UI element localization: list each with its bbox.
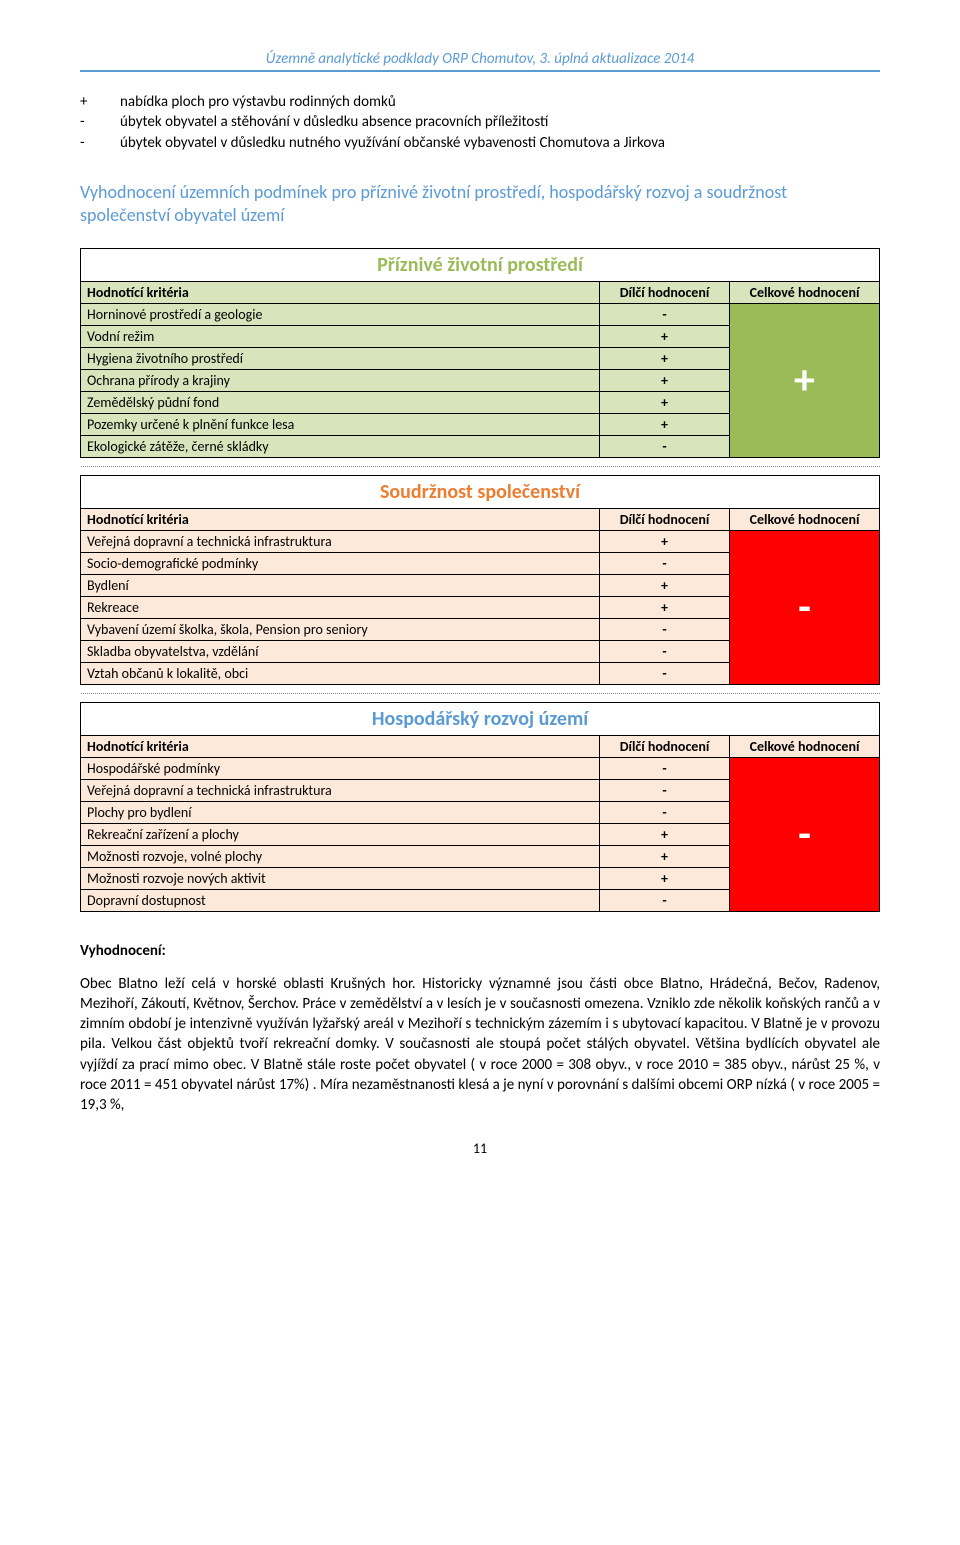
criteria-label: Horninové prostředí a geologie: [81, 303, 600, 325]
bullet-item: +nabídka ploch pro výstavbu rodinných do…: [80, 92, 880, 112]
partial-value: -: [600, 552, 730, 574]
col-overall: Celkové hodnocení: [730, 735, 880, 757]
overall-value: -: [730, 757, 880, 911]
bullet-item: -úbytek obyvatel v důsledku nutného využ…: [80, 133, 880, 153]
partial-value: +: [600, 845, 730, 867]
criteria-label: Ochrana přírody a krajiny: [81, 369, 600, 391]
partial-value: +: [600, 369, 730, 391]
criteria-label: Vybavení území školka, škola, Pension pr…: [81, 618, 600, 640]
criteria-label: Bydlení: [81, 574, 600, 596]
partial-value: -: [600, 757, 730, 779]
col-criteria: Hodnotící kritéria: [81, 281, 600, 303]
page-header: Územně analytické podklady ORP Chomutov,…: [80, 50, 880, 68]
criteria-label: Skladba obyvatelstva, vzdělání: [81, 640, 600, 662]
header-rule: [80, 70, 880, 72]
table-row: Horninové prostředí a geologie-+: [81, 303, 880, 325]
bullet-text: úbytek obyvatel v důsledku nutného využí…: [120, 133, 880, 153]
criteria-label: Veřejná dopravní a technická infrastrukt…: [81, 779, 600, 801]
partial-value: -: [600, 662, 730, 684]
bullet-sign: +: [80, 92, 120, 112]
section-title: Hospodářský rozvoj území: [81, 702, 880, 735]
criteria-label: Rekreace: [81, 596, 600, 618]
partial-value: -: [600, 435, 730, 457]
criteria-label: Ekologické zátěže, černé skládky: [81, 435, 600, 457]
page-number: 11: [80, 1140, 880, 1157]
criteria-label: Hospodářské podmínky: [81, 757, 600, 779]
evaluation-body: Obec Blatno leží celá v horské oblasti K…: [80, 974, 880, 1116]
criteria-label: Možnosti rozvoje nových aktivit: [81, 867, 600, 889]
partial-value: +: [600, 530, 730, 552]
criteria-label: Pozemky určené k plnění funkce lesa: [81, 413, 600, 435]
col-partial: Dílčí hodnocení: [600, 735, 730, 757]
criteria-label: Hygiena životního prostředí: [81, 347, 600, 369]
partial-value: +: [600, 574, 730, 596]
criteria-label: Socio-demografické podmínky: [81, 552, 600, 574]
partial-value: -: [600, 801, 730, 823]
section-title: Soudržnost společenství: [81, 475, 880, 508]
subheading: Vyhodnocení územních podmínek pro přízni…: [80, 181, 880, 228]
partial-value: +: [600, 596, 730, 618]
col-criteria: Hodnotící kritéria: [81, 735, 600, 757]
table-row: Veřejná dopravní a technická infrastrukt…: [81, 530, 880, 552]
bullet-sign: -: [80, 112, 120, 132]
criteria-label: Vodní režim: [81, 325, 600, 347]
criteria-label: Možnosti rozvoje, volné plochy: [81, 845, 600, 867]
criteria-label: Zemědělský půdní fond: [81, 391, 600, 413]
section-title: Příznivé životní prostředí: [81, 248, 880, 281]
criteria-label: Rekreační zařízení a plochy: [81, 823, 600, 845]
assessment-table: Příznivé životní prostředíHodnotící krit…: [80, 248, 880, 912]
col-partial: Dílčí hodnocení: [600, 508, 730, 530]
partial-value: +: [600, 325, 730, 347]
col-partial: Dílčí hodnocení: [600, 281, 730, 303]
overall-value: +: [730, 303, 880, 457]
col-overall: Celkové hodnocení: [730, 281, 880, 303]
bullet-text: úbytek obyvatel a stěhování v důsledku a…: [120, 112, 880, 132]
overall-value: -: [730, 530, 880, 684]
evaluation-heading: Vyhodnocení:: [80, 942, 880, 960]
bullet-list: +nabídka ploch pro výstavbu rodinných do…: [80, 92, 880, 153]
table-row: Hospodářské podmínky--: [81, 757, 880, 779]
partial-value: -: [600, 303, 730, 325]
col-overall: Celkové hodnocení: [730, 508, 880, 530]
bullet-text: nabídka ploch pro výstavbu rodinných dom…: [120, 92, 880, 112]
partial-value: +: [600, 413, 730, 435]
partial-value: -: [600, 889, 730, 911]
partial-value: -: [600, 640, 730, 662]
partial-value: -: [600, 779, 730, 801]
bullet-sign: -: [80, 133, 120, 153]
criteria-label: Veřejná dopravní a technická infrastrukt…: [81, 530, 600, 552]
criteria-label: Vztah občanů k lokalitě, obci: [81, 662, 600, 684]
partial-value: +: [600, 823, 730, 845]
partial-value: -: [600, 618, 730, 640]
partial-value: +: [600, 391, 730, 413]
bullet-item: -úbytek obyvatel a stěhování v důsledku …: [80, 112, 880, 132]
col-criteria: Hodnotící kritéria: [81, 508, 600, 530]
partial-value: +: [600, 867, 730, 889]
criteria-label: Plochy pro bydlení: [81, 801, 600, 823]
partial-value: +: [600, 347, 730, 369]
criteria-label: Dopravní dostupnost: [81, 889, 600, 911]
